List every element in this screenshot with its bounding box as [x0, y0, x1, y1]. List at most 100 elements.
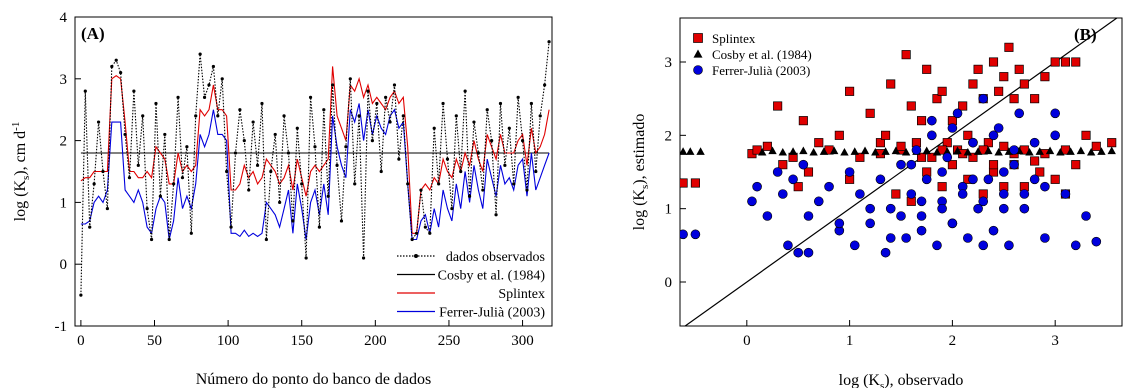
data-point-circle	[906, 159, 917, 170]
data-point	[516, 95, 520, 99]
data-point	[167, 237, 171, 242]
data-point-square	[917, 152, 927, 162]
data-point-triangle	[829, 146, 839, 155]
data-point-square	[778, 160, 788, 170]
data-point-triangle	[984, 146, 993, 155]
data-point	[543, 83, 547, 87]
data-point	[207, 83, 211, 87]
data-point-square	[1019, 79, 1029, 89]
panel-b-y-axis: 0 1 2 3	[665, 55, 686, 291]
data-point	[525, 188, 529, 192]
data-point	[300, 182, 304, 186]
panel-a-x-axis: 0 50 100 150 200 250 300	[77, 320, 534, 349]
data-point	[211, 64, 215, 69]
data-point-circle	[1050, 108, 1060, 119]
data-point-circle	[998, 167, 1009, 177]
data-point-square	[1035, 167, 1045, 177]
data-point-circle	[834, 218, 845, 229]
data-point	[233, 151, 238, 155]
data-point	[476, 151, 480, 155]
data-point	[414, 231, 419, 235]
data-point-square	[917, 116, 927, 126]
data-point	[410, 237, 414, 242]
data-point	[507, 126, 511, 130]
data-point	[485, 108, 489, 112]
data-point	[326, 194, 330, 198]
y-tick-label: 1	[665, 202, 673, 218]
data-point-circle	[772, 167, 783, 177]
data-point	[92, 182, 96, 186]
data-point	[463, 89, 467, 93]
legend-label-splintex: Splintex	[712, 31, 756, 46]
panel-b-y-axis-label-sub: s	[639, 185, 651, 189]
data-point	[304, 256, 308, 260]
data-point-circle	[1009, 159, 1019, 170]
data-point-triangle	[973, 147, 983, 155]
data-point-circle	[927, 115, 937, 126]
series-ferrer-juli-2003	[680, 93, 1102, 258]
data-point-triangle	[850, 147, 859, 155]
panel-a-y-axis-label-main: log (K	[12, 180, 29, 222]
data-point	[189, 231, 193, 235]
data-point-circle	[998, 203, 1009, 214]
data-point	[88, 225, 92, 229]
data-point-circle	[788, 174, 798, 185]
data-point-circle	[783, 240, 793, 251]
data-point-circle	[880, 247, 891, 258]
data-point-circle	[916, 225, 927, 236]
data-point-triangle	[686, 147, 695, 155]
x-tick-label: 150	[290, 333, 313, 349]
data-point-square	[963, 130, 973, 140]
data-point	[432, 126, 436, 130]
data-point-square	[937, 86, 947, 96]
data-point	[136, 163, 140, 167]
data-point-square	[937, 182, 947, 192]
data-point-square	[1091, 141, 1101, 151]
data-point-square	[773, 101, 783, 111]
data-point-circle	[865, 203, 875, 214]
data-point-circle	[1091, 236, 1102, 247]
data-point	[366, 89, 370, 93]
data-point	[472, 120, 476, 124]
data-point-circle	[813, 196, 824, 207]
series-line-splintex	[80, 66, 550, 234]
data-point-square	[968, 79, 978, 89]
data-point	[379, 169, 383, 174]
x-tick-label: 1	[846, 333, 854, 349]
data-point	[260, 101, 264, 106]
x-tick-label: 50	[147, 333, 162, 349]
data-point	[459, 169, 463, 174]
data-point-circle	[973, 203, 983, 214]
data-point	[286, 151, 291, 155]
panel-a-y-axis-label-sup: -1	[10, 122, 22, 131]
data-point	[154, 101, 158, 106]
x-tick-label: 200	[364, 333, 387, 349]
data-point-square	[834, 130, 844, 140]
data-point	[247, 188, 251, 192]
data-point-triangle	[963, 148, 973, 156]
data-point	[308, 95, 313, 99]
legend-label-ferrer-juli-2003: Ferrer-Julià (2003)	[712, 63, 810, 78]
data-point-triangle	[1107, 146, 1116, 155]
data-point-circle	[798, 159, 809, 170]
data-point	[353, 182, 357, 186]
data-point	[238, 108, 242, 112]
data-point-circle	[901, 233, 911, 243]
data-point	[132, 89, 136, 93]
data-point-square	[999, 72, 1009, 82]
data-point	[149, 237, 154, 242]
legend-label-ferrer-juli-2003: Ferrer-Julià (2003)	[439, 306, 545, 321]
data-point-triangle	[953, 146, 962, 155]
data-point	[361, 256, 366, 260]
panel-a-y-axis-label-unit: ), cm d	[12, 131, 29, 176]
data-point	[445, 157, 450, 161]
data-point-circle	[1029, 137, 1040, 148]
data-point-circle	[1014, 108, 1025, 119]
data-point	[269, 169, 273, 174]
data-point	[401, 114, 405, 118]
data-point-triangle	[994, 148, 1003, 156]
data-point-square	[798, 116, 808, 126]
data-point-square	[1071, 57, 1081, 67]
data-point-circle	[824, 181, 834, 192]
data-point-triangle	[788, 147, 798, 155]
